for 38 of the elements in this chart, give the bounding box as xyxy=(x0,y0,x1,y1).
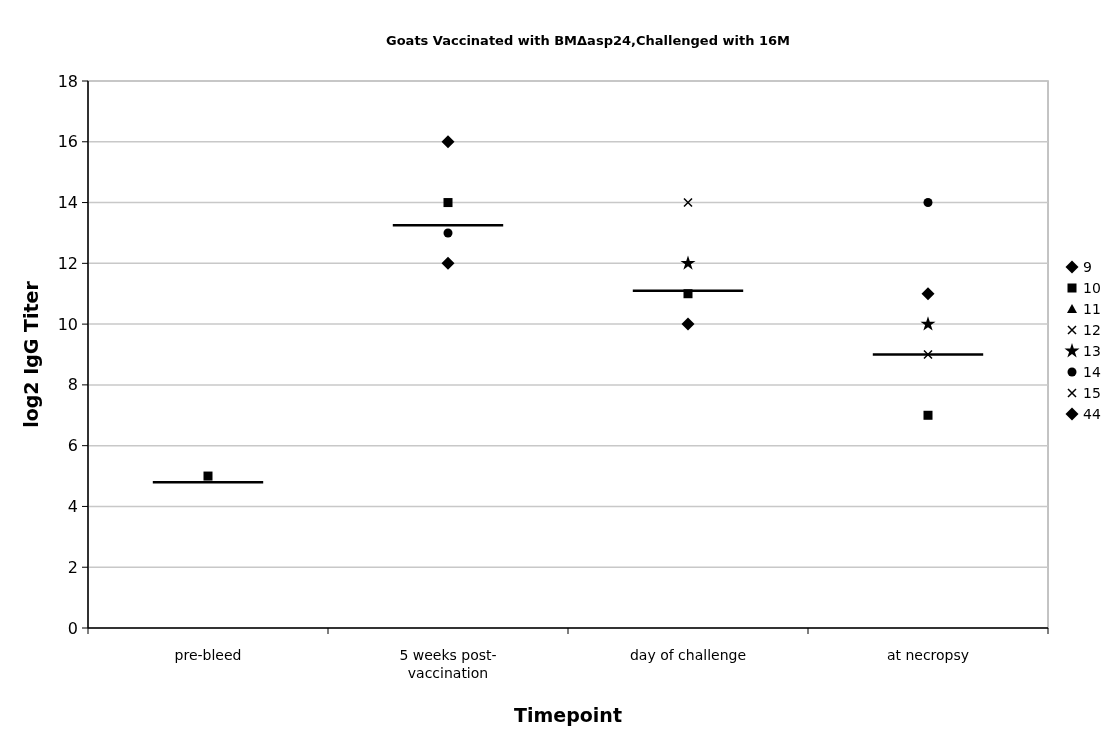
y-tick-label: 0 xyxy=(67,618,78,638)
x-axis-title: Timepoint xyxy=(514,704,622,726)
point xyxy=(683,197,693,208)
point xyxy=(923,349,933,360)
point xyxy=(441,256,455,270)
y-tick-label: 6 xyxy=(67,436,78,456)
y-tick-label: 10 xyxy=(57,314,78,334)
y-tick-label: 4 xyxy=(67,497,78,517)
y-axis-title: log2 IgG Titer xyxy=(20,280,42,428)
y-tick-label: 8 xyxy=(67,375,78,395)
point xyxy=(681,317,695,331)
legend-label: 11 xyxy=(1083,300,1101,317)
point xyxy=(923,198,933,208)
point xyxy=(203,471,213,481)
point xyxy=(921,287,935,301)
point xyxy=(443,198,453,208)
x-tick-label: day of challenge xyxy=(629,647,747,663)
legend-label: 10 xyxy=(1083,279,1101,296)
legend-label: 13 xyxy=(1083,342,1101,359)
point xyxy=(923,410,933,420)
y-tick-label: 18 xyxy=(57,71,78,91)
point xyxy=(441,135,455,149)
legend-label: 44 xyxy=(1083,405,1101,422)
legend-label: 15 xyxy=(1083,384,1101,401)
x-tick-label: at necropsy xyxy=(886,647,970,663)
chart-title: Goats Vaccinated with BMΔasp24,Challenged with 16M xyxy=(386,33,790,48)
x-tick-label: 5 weeks post-vaccination xyxy=(399,647,497,681)
point xyxy=(443,228,453,238)
x-tick-label: pre-bleed xyxy=(174,647,242,663)
point xyxy=(920,316,936,331)
legend-label: 14 xyxy=(1083,363,1101,380)
y-tick-label: 14 xyxy=(57,193,78,213)
y-tick-label: 12 xyxy=(57,253,78,273)
y-tick-label: 16 xyxy=(57,132,78,152)
point xyxy=(680,255,696,270)
legend-label: 9 xyxy=(1083,258,1092,275)
legend-label: 12 xyxy=(1083,321,1101,338)
y-tick-label: 2 xyxy=(67,557,78,577)
